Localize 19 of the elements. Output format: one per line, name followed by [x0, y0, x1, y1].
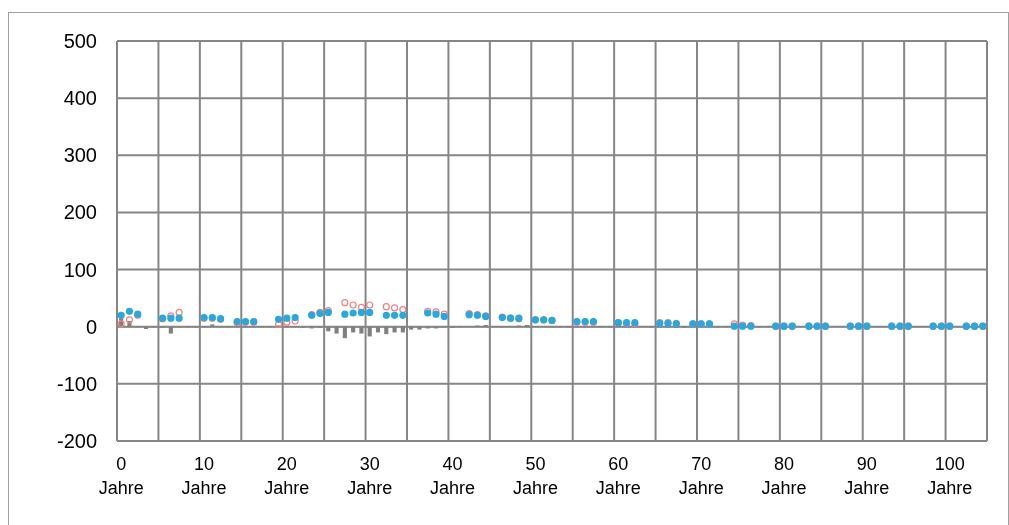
y-tick-label: 400: [63, 87, 97, 110]
y-tick-label: -200: [56, 430, 97, 452]
x-tick-label: 10 Jahre: [181, 454, 227, 498]
x-tick-label: 80 Jahre: [761, 454, 807, 498]
x-tick-label: 70 Jahre: [678, 454, 724, 498]
y-tick-label: 200: [63, 201, 97, 224]
y-tick-label: 100: [63, 258, 97, 281]
y-tick-label: 300: [63, 144, 97, 167]
x-tick-label: 40 Jahre: [430, 454, 476, 498]
x-tick-label: 90 Jahre: [844, 454, 890, 498]
y-tick-label: -100: [56, 372, 97, 395]
y-tick-label: 0: [85, 315, 97, 338]
x-tick-label: 50 Jahre: [512, 454, 558, 498]
x-tick-label: 100 Jahre: [927, 454, 973, 498]
x-tick-label: 60 Jahre: [595, 454, 641, 498]
x-tick-label: 20 Jahre: [264, 454, 310, 498]
y-tick-label: 500: [63, 30, 97, 52]
x-tick-label: 0 Jahre: [98, 454, 144, 498]
x-tick-label: 30 Jahre: [347, 454, 393, 498]
